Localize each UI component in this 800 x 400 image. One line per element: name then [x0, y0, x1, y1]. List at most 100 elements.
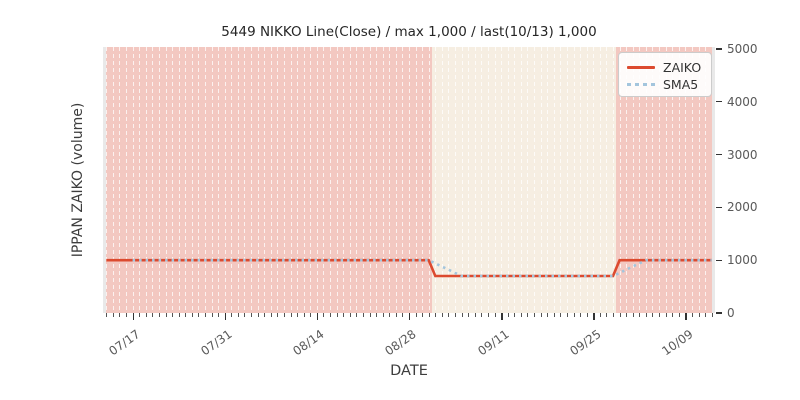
- x-minor-tick: [547, 313, 549, 317]
- day-gridline: [501, 47, 503, 313]
- day-gridline: [158, 47, 160, 313]
- day-gridline: [277, 47, 279, 313]
- x-minor-tick: [402, 313, 404, 317]
- x-minor-tick: [586, 313, 588, 317]
- day-gridline: [599, 47, 601, 313]
- day-gridline: [316, 47, 318, 313]
- day-gridline: [126, 47, 128, 313]
- day-gridline: [520, 47, 522, 313]
- day-gridline: [402, 47, 404, 313]
- legend-label-zaiko: ZAIKO: [663, 59, 702, 75]
- x-minor-tick: [507, 313, 509, 317]
- x-minor-tick: [540, 313, 542, 317]
- zaiko-line-swatch-icon: [627, 65, 655, 69]
- day-gridline: [198, 47, 200, 313]
- x-minor-tick: [376, 313, 378, 317]
- day-gridline: [698, 47, 700, 313]
- x-minor-tick: [119, 313, 121, 317]
- x-minor-tick: [152, 313, 154, 317]
- day-gridline: [534, 47, 536, 313]
- x-major-tick: [593, 313, 595, 320]
- y-tick: [716, 312, 722, 314]
- day-gridline: [415, 47, 417, 313]
- x-minor-tick: [566, 313, 568, 317]
- day-gridline: [560, 47, 562, 313]
- x-minor-tick: [665, 313, 667, 317]
- x-minor-tick: [441, 313, 443, 317]
- series-line-zaiko: [106, 258, 712, 278]
- x-minor-tick: [369, 313, 371, 317]
- x-minor-tick: [527, 313, 529, 317]
- x-minor-tick: [257, 313, 259, 317]
- x-minor-tick: [626, 313, 628, 317]
- day-gridline: [224, 47, 226, 313]
- day-gridline: [310, 47, 312, 313]
- x-minor-tick: [422, 313, 424, 317]
- day-gridline: [685, 47, 687, 313]
- day-gridline: [119, 47, 121, 313]
- x-minor-tick: [678, 313, 680, 317]
- day-gridline: [573, 47, 575, 313]
- x-minor-tick: [415, 313, 417, 317]
- x-minor-tick: [244, 313, 246, 317]
- day-gridline: [106, 47, 108, 313]
- x-minor-tick: [237, 313, 239, 317]
- x-major-tick: [132, 313, 134, 320]
- x-minor-tick: [264, 313, 266, 317]
- x-minor-tick: [126, 313, 128, 317]
- x-minor-tick: [205, 313, 206, 317]
- day-gridline: [494, 47, 496, 313]
- day-gridline: [297, 47, 299, 313]
- shaded-span: [106, 47, 433, 313]
- x-minor-tick: [659, 313, 661, 317]
- day-gridline: [211, 47, 213, 313]
- day-gridline: [409, 47, 410, 313]
- day-gridline: [665, 47, 667, 313]
- x-major-tick: [409, 313, 411, 320]
- x-minor-tick: [106, 313, 108, 317]
- x-minor-tick: [231, 313, 233, 317]
- x-minor-tick: [323, 313, 325, 317]
- x-axis-label: DATE: [390, 363, 428, 379]
- legend: ZAIKO SMA5: [618, 52, 712, 97]
- x-minor-tick: [448, 313, 450, 317]
- day-gridline: [461, 47, 463, 313]
- x-minor-tick: [349, 313, 351, 317]
- x-minor-tick: [514, 313, 516, 317]
- day-gridline: [152, 47, 154, 313]
- day-gridline: [395, 47, 397, 313]
- shaded-span: [432, 47, 617, 313]
- y-tick-label: 5000: [727, 42, 758, 56]
- x-minor-tick: [599, 313, 601, 317]
- x-minor-tick: [145, 313, 147, 317]
- day-gridline: [422, 47, 424, 313]
- x-major-tick: [316, 313, 319, 320]
- y-tick: [716, 206, 722, 209]
- day-gridline: [389, 47, 391, 313]
- y-tick: [716, 101, 722, 103]
- day-gridline: [231, 47, 233, 313]
- x-minor-tick: [178, 313, 180, 317]
- day-gridline: [382, 47, 384, 313]
- day-gridline: [185, 47, 187, 313]
- day-gridline: [606, 47, 608, 313]
- chart-title: 5449 NIKKO Line(Close) / max 1,000 / las…: [221, 24, 597, 40]
- day-gridline: [303, 47, 305, 313]
- day-gridline: [652, 47, 654, 313]
- x-minor-tick: [553, 313, 555, 317]
- day-gridline: [178, 47, 180, 313]
- y-tick: [716, 259, 722, 261]
- x-minor-tick: [158, 313, 160, 317]
- x-major-tick: [224, 313, 227, 320]
- legend-label-sma5: SMA5: [663, 76, 699, 92]
- day-gridline: [165, 47, 167, 313]
- x-minor-tick: [573, 313, 575, 317]
- x-minor-tick: [672, 313, 674, 317]
- x-minor-tick: [303, 313, 305, 317]
- day-gridline: [343, 47, 345, 313]
- y-tick-label: 3000: [727, 147, 758, 162]
- day-gridline: [468, 47, 470, 313]
- x-minor-tick: [112, 313, 114, 317]
